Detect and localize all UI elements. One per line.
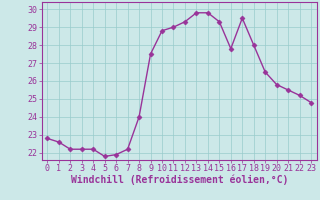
X-axis label: Windchill (Refroidissement éolien,°C): Windchill (Refroidissement éolien,°C) [70,175,288,185]
